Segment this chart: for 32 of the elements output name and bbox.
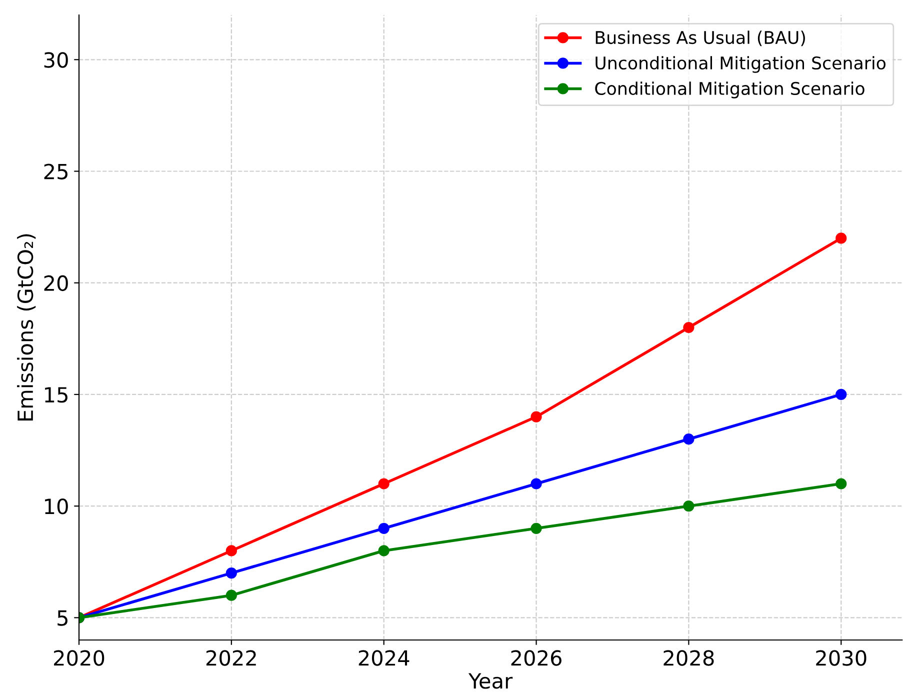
y-tick-label: 25: [44, 164, 68, 180]
y-tick-label: 15: [45, 387, 68, 403]
y-tick-label: 20: [44, 275, 68, 292]
point: [378, 478, 390, 490]
y-tick-label: 30: [44, 52, 68, 68]
point: [530, 478, 542, 490]
point: [683, 500, 694, 512]
x-tick-label: 2022: [206, 650, 256, 666]
x-tick-label: 2028: [664, 650, 714, 666]
x-axis-title: Year: [468, 673, 513, 689]
x-tick-label: 2024: [358, 650, 410, 666]
point: [226, 590, 237, 601]
legend-label: Conditional Mitigation Scenario: [595, 82, 864, 98]
y-tick-label: 5: [58, 610, 68, 626]
x-tick-label: 2020: [54, 650, 104, 666]
point: [836, 388, 847, 400]
legend-label: Unconditional Mitigation Scenario: [596, 56, 886, 73]
point: [683, 322, 694, 334]
x-tick-label: 2026: [511, 650, 562, 666]
point: [530, 411, 542, 422]
point: [226, 545, 237, 556]
y-axis-title: Emissions (GtCO₂): [17, 234, 36, 420]
point: [836, 232, 847, 244]
point: [378, 545, 390, 556]
point: [836, 478, 847, 490]
point: [378, 522, 390, 534]
point: [530, 522, 542, 534]
legend-label: Business As Usual (BAU): [596, 30, 805, 46]
point: [226, 567, 237, 579]
point: [683, 434, 694, 445]
x-tick-label: 2030: [816, 650, 866, 666]
y-tick-label: 10: [45, 498, 68, 514]
